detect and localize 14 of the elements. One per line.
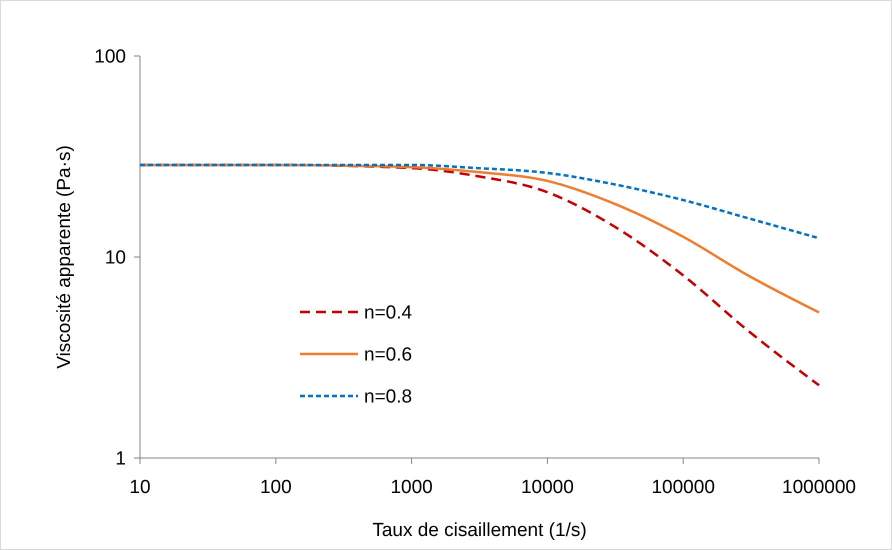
x-tick-label: 100000 bbox=[651, 477, 715, 498]
x-tick-label: 1000000 bbox=[782, 477, 856, 498]
legend-label: n=0.8 bbox=[364, 386, 412, 408]
x-tick-label: 1000 bbox=[390, 477, 433, 498]
x-tick-label: 100 bbox=[260, 477, 292, 498]
y-tick-label: 10 bbox=[104, 248, 126, 269]
x-tick-label: 10 bbox=[129, 477, 151, 498]
y-axis-title: Viscosité apparente (Pa·s) bbox=[54, 145, 75, 369]
x-axis-title: Taux de cisaillement (1/s) bbox=[372, 520, 587, 541]
y-tick-label: 100 bbox=[94, 46, 126, 68]
legend-label: n=0.4 bbox=[364, 302, 413, 324]
x-tick-label: 10000 bbox=[520, 477, 574, 498]
legend-label: n=0.6 bbox=[364, 344, 412, 366]
y-tick-label: 1 bbox=[115, 448, 126, 470]
